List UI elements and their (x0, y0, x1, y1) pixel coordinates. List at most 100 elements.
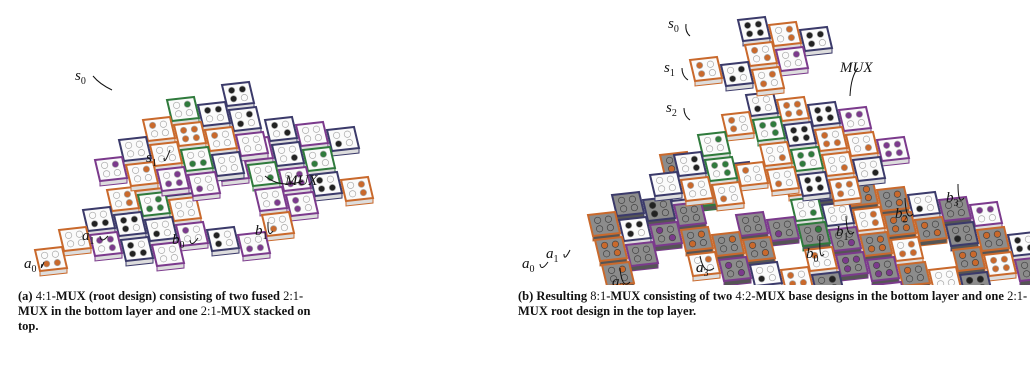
caption-text: Resulting (536, 289, 590, 303)
tile-dot (792, 136, 798, 142)
tile-top (800, 27, 832, 51)
tile-top (767, 217, 799, 241)
tile-dot (749, 242, 755, 248)
tile-dot (892, 226, 898, 232)
tile-top (798, 172, 830, 196)
tile-top (188, 172, 220, 196)
tile-dot (228, 87, 234, 93)
tile-dot (146, 206, 152, 212)
tile-dot (693, 164, 699, 170)
tile-dot (829, 276, 835, 282)
tile (721, 62, 753, 91)
caption-text: 8:1 (590, 289, 606, 303)
tile-dot (817, 184, 823, 190)
tile-dot (758, 276, 764, 282)
tile-dot (270, 226, 276, 232)
tile-top (712, 182, 744, 206)
tile (90, 232, 122, 261)
tile-dot (872, 219, 878, 225)
tile-dot (757, 29, 763, 35)
tile (712, 182, 744, 211)
tile-top (777, 97, 809, 121)
tile-dot (815, 176, 821, 182)
tile (798, 222, 830, 251)
tile-dot (729, 236, 735, 242)
tile-dot (770, 121, 776, 127)
tile-dot (865, 144, 871, 150)
tile-top (791, 147, 823, 171)
tile-dot (899, 251, 905, 257)
tile-dot (746, 31, 752, 37)
tile-top (205, 127, 237, 151)
tile-dot (870, 211, 876, 217)
tile-top (588, 212, 620, 236)
tile-top (853, 157, 885, 181)
tile-top (767, 167, 799, 191)
tile-dot (140, 249, 146, 255)
tile-top (829, 177, 861, 201)
tile-dot (755, 21, 761, 27)
tile-dot (153, 231, 159, 237)
label: a0 (24, 256, 37, 275)
tile (341, 177, 373, 206)
caption-b: (b) Resulting 8:1-MUX consisting of two … (518, 289, 1030, 319)
tile-dot (873, 262, 879, 268)
caption-text: 2:1 (201, 304, 217, 318)
tile-dot (155, 196, 161, 202)
label-arrow (682, 68, 688, 80)
tile-top (915, 217, 947, 241)
tile-dot (841, 164, 847, 170)
caption-a: (a) 4:1-MUX (root design) consisting of … (18, 289, 318, 334)
tile (188, 172, 220, 201)
tile-dot (729, 76, 735, 82)
tile-top (750, 262, 782, 285)
tile-dot (691, 156, 697, 162)
tile (781, 267, 813, 285)
tile-dot (744, 22, 750, 28)
tile-top (808, 102, 840, 126)
tile-dot (894, 141, 900, 147)
tile-dot (109, 244, 115, 250)
tile-top (736, 212, 768, 236)
tile (719, 257, 751, 285)
tile-dot (318, 186, 324, 192)
tile-top (681, 227, 713, 251)
label: a0 (522, 256, 535, 275)
label: MUX (284, 173, 318, 189)
tile-top (781, 267, 813, 285)
tile-dot (825, 106, 831, 112)
tile-dot (157, 204, 163, 210)
tile-dot (803, 134, 809, 140)
tile-top (626, 242, 658, 266)
tile-dot (934, 229, 940, 235)
tile-top (674, 152, 706, 176)
tile-dot (834, 139, 840, 145)
tile-dot (760, 81, 766, 87)
tile-dot (804, 177, 810, 183)
tile-dot (636, 221, 642, 227)
caption-tag: (a) (18, 289, 33, 303)
tile-top (1015, 257, 1030, 281)
tile-top (753, 117, 785, 141)
tile-top (114, 212, 146, 236)
tile-dot (954, 236, 960, 242)
label: s0 (668, 16, 679, 35)
tile-dot (149, 122, 155, 128)
tile-dot (320, 151, 326, 157)
tile-dot (668, 166, 674, 172)
tile-dot (783, 102, 789, 108)
tile-dot (257, 244, 263, 250)
tile (681, 177, 713, 206)
tile-dot (742, 167, 748, 173)
tile-dot (994, 231, 1000, 237)
tile-dot (762, 249, 768, 255)
tile (121, 237, 153, 266)
tile-dot (845, 112, 851, 118)
tile-dot (124, 191, 130, 197)
tile-top (712, 232, 744, 256)
tile-dot (886, 269, 892, 275)
label-sub: 3 (954, 198, 959, 209)
tile-top (984, 252, 1016, 276)
tile-dot (970, 251, 976, 257)
tile-dot (358, 181, 364, 187)
